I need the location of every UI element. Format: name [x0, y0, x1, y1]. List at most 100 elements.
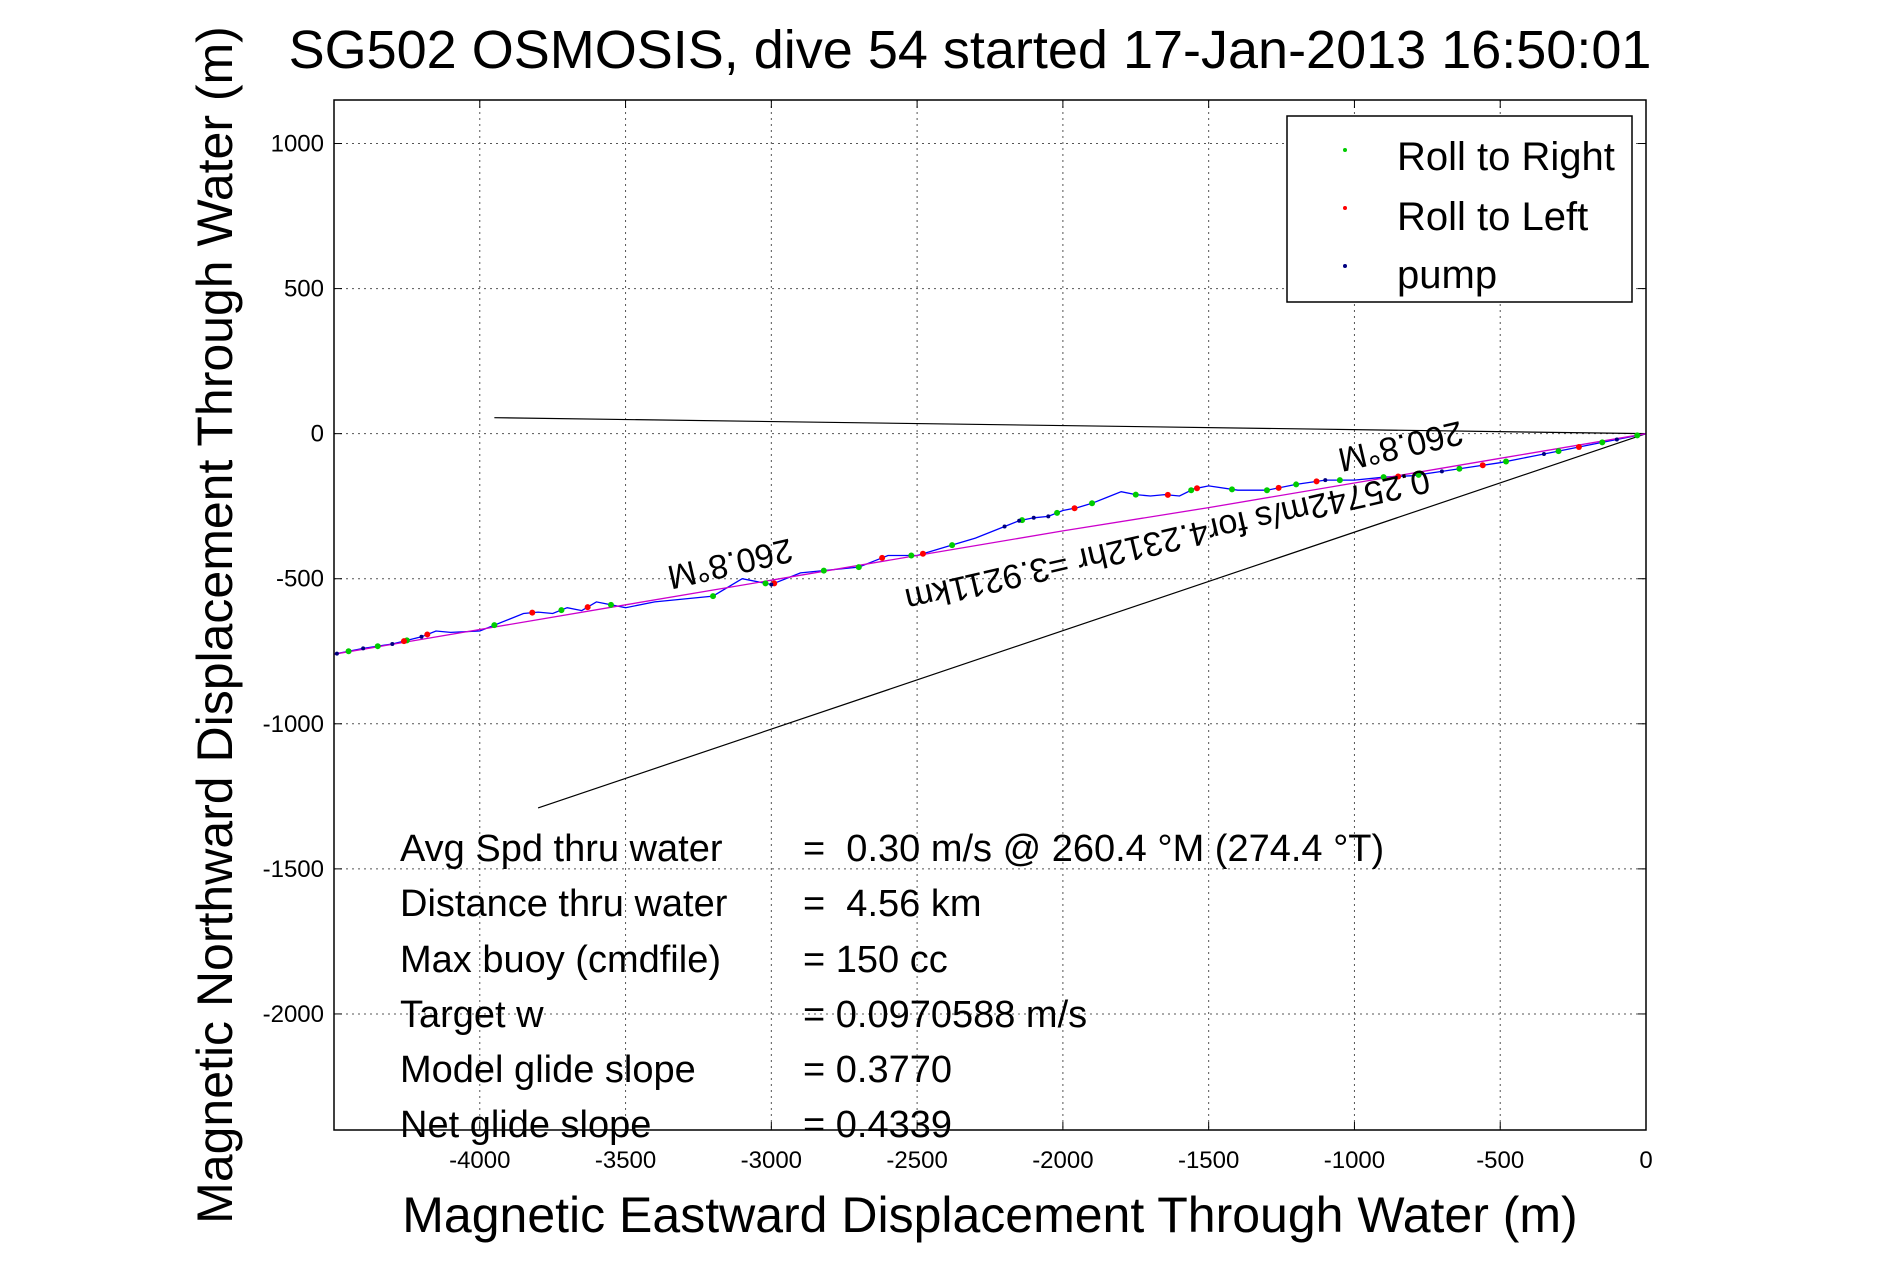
x-tick-label: -3000: [741, 1147, 802, 1174]
pump-marker: [1002, 524, 1007, 529]
roll-right-marker: [820, 567, 827, 574]
roll-right-marker: [762, 580, 769, 587]
roll-right-marker: [1293, 481, 1300, 488]
x-tick-label: -4000: [449, 1147, 510, 1174]
roll-right-marker: [1555, 448, 1562, 455]
y-tick-label: 0: [311, 421, 324, 448]
legend-roll-left-swatch: [1343, 206, 1347, 210]
pump-marker: [1017, 518, 1022, 523]
stat-label-net-slope: Net glide slope: [400, 1104, 651, 1146]
stat-label-target-w: Target w: [400, 994, 544, 1036]
axes-frame: [333, 99, 1647, 1131]
roll-right-marker: [1263, 487, 1270, 494]
reference-lines: [494, 417, 1647, 809]
y-tick-label: 1000: [271, 131, 324, 158]
roll-right-marker: [1188, 487, 1195, 494]
x-axis-ticks: -4000 -3500 -3000 -2500 -2000 -1500 -1000 -500 0: [449, 100, 1653, 1174]
roll-left-marker: [1479, 462, 1486, 469]
y-axis-ticks: 1000 500 0 -500 -1000 -1500 -2000: [263, 131, 1646, 1028]
roll-left-marker: [1313, 478, 1320, 485]
roll-right-marker: [1456, 465, 1463, 472]
stat-value-speed: = 0.30 m/s @ 260.4 °M (274.4 °T): [803, 828, 1384, 870]
roll-right-marker: [949, 542, 956, 549]
pump-marker: [769, 582, 774, 587]
roll-left-marker: [1194, 485, 1201, 492]
stat-label-model-slope: Model glide slope: [400, 1049, 696, 1091]
roll-right-marker: [855, 564, 862, 571]
roll-right-marker: [1132, 491, 1139, 498]
pump-marker: [1323, 478, 1328, 483]
x-tick-label: -500: [1476, 1147, 1524, 1174]
roll-right-marker: [1228, 486, 1235, 493]
pump-marker: [390, 642, 395, 647]
y-tick-label: 500: [284, 276, 324, 303]
x-tick-label: -1500: [1178, 1147, 1239, 1174]
series-group: [333, 433, 1647, 655]
pump-marker: [334, 651, 339, 656]
series-line-0: [333, 433, 1647, 655]
legend-box: [1286, 115, 1633, 303]
stats-block: Avg Spd thru water = 0.30 m/s @ 260.4 °M…: [400, 828, 1384, 1146]
roll-right-marker: [1634, 432, 1641, 439]
roll-left-marker: [584, 604, 591, 611]
pump-marker: [361, 646, 366, 651]
roll-left-marker: [1164, 491, 1171, 498]
y-tick-label: -1500: [263, 856, 324, 883]
series-line-1: [333, 433, 1647, 655]
pump-marker: [419, 634, 424, 639]
roll-right-marker: [1089, 500, 1096, 507]
x-tick-label: -1000: [1324, 1147, 1385, 1174]
roll-left-marker: [879, 554, 886, 561]
stat-value-distance: = 4.56 km: [803, 883, 981, 925]
stat-label-distance: Distance thru water: [400, 883, 728, 925]
chart-title: SG502 OSMOSIS, dive 54 started 17-Jan-20…: [289, 20, 1652, 80]
roll-left-marker: [1395, 473, 1402, 480]
roll-left-marker: [400, 638, 407, 645]
stat-value-buoy: = 150 cc: [803, 939, 948, 981]
roll-left-marker: [424, 631, 431, 638]
stat-value-net-slope: = 0.4339: [803, 1104, 952, 1146]
legend-pump-swatch: [1343, 264, 1347, 268]
stat-label-speed: Avg Spd thru water: [400, 828, 723, 870]
roll-right-marker: [1380, 474, 1387, 481]
roll-right-marker: [1415, 471, 1422, 478]
pump-marker: [1439, 469, 1444, 474]
legend-roll-right: Roll to Right: [1397, 135, 1615, 179]
roll-right-marker: [374, 643, 381, 650]
reference-line: [494, 417, 1647, 435]
y-tick-label: -1000: [263, 711, 324, 738]
roll-right-marker: [1599, 439, 1606, 446]
stat-label-buoy: Max buoy (cmdfile): [400, 939, 721, 981]
roll-left-marker: [919, 550, 926, 557]
x-tick-label: 0: [1639, 1147, 1652, 1174]
y-tick-label: -2000: [263, 1001, 324, 1028]
pump-marker: [1614, 437, 1619, 442]
x-tick-label: -2500: [886, 1147, 947, 1174]
pump-marker: [1031, 515, 1036, 520]
legend-roll-right-swatch: [1343, 148, 1347, 152]
pump-marker: [1541, 451, 1546, 456]
reference-line: [537, 433, 1647, 809]
roll-right-marker: [607, 601, 614, 608]
roll-right-marker: [1054, 509, 1061, 516]
x-tick-label: -2000: [1032, 1147, 1093, 1174]
stat-value-model-slope: = 0.3770: [803, 1049, 952, 1091]
legend-roll-left: Roll to Left: [1397, 195, 1588, 239]
stat-value-target-w: = 0.0970588 m/s: [803, 994, 1087, 1036]
roll-right-marker: [345, 648, 352, 655]
roll-right-marker: [710, 593, 717, 600]
roll-right-marker: [1336, 477, 1343, 484]
pump-marker: [1046, 514, 1051, 519]
roll-right-marker: [491, 622, 498, 629]
roll-left-marker: [529, 609, 536, 616]
x-axis-label: Magnetic Eastward Displacement Through W…: [402, 1187, 1577, 1243]
legend-pump: pump: [1397, 253, 1497, 297]
y-axis-label: Magnetic Northward Displacement Through …: [187, 26, 243, 1224]
roll-left-marker: [1275, 484, 1282, 491]
roll-right-marker: [908, 552, 915, 559]
x-tick-label: -3500: [595, 1147, 656, 1174]
roll-right-marker: [1503, 458, 1510, 465]
roll-left-marker: [1575, 444, 1582, 451]
marker-group: [334, 432, 1641, 656]
